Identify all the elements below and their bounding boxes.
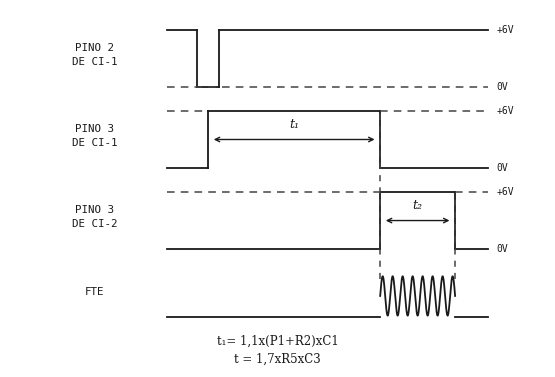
Text: t₁: t₁ bbox=[289, 118, 299, 131]
Text: 0V: 0V bbox=[497, 244, 508, 254]
Text: FTE: FTE bbox=[84, 287, 104, 297]
Text: t = 1,7xR5xC3: t = 1,7xR5xC3 bbox=[234, 352, 321, 365]
Text: PINO 3
DE CI-2: PINO 3 DE CI-2 bbox=[72, 205, 117, 229]
Text: 0V: 0V bbox=[497, 82, 508, 92]
Text: +6V: +6V bbox=[497, 187, 514, 197]
Text: PINO 2
DE CI-1: PINO 2 DE CI-1 bbox=[72, 43, 117, 67]
Text: t₁= 1,1x(P1+R2)xC1: t₁= 1,1x(P1+R2)xC1 bbox=[216, 335, 339, 348]
Text: t₂: t₂ bbox=[412, 199, 423, 212]
Text: PINO 3
DE CI-1: PINO 3 DE CI-1 bbox=[72, 124, 117, 148]
Text: +6V: +6V bbox=[497, 106, 514, 116]
Text: +6V: +6V bbox=[497, 25, 514, 35]
Text: 0V: 0V bbox=[497, 163, 508, 173]
